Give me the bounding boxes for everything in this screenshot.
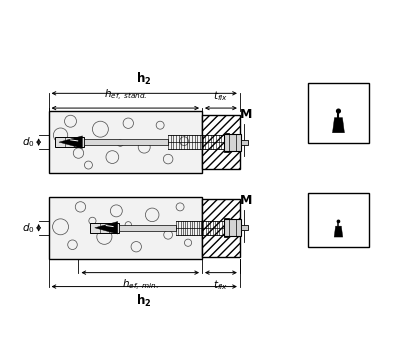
Circle shape (336, 109, 341, 114)
Bar (224, 133, 229, 152)
Bar (54, 137, 84, 147)
Bar (241, 225, 248, 230)
Text: max.: max. (322, 88, 355, 101)
Text: M: M (240, 108, 252, 121)
Circle shape (336, 219, 340, 223)
Polygon shape (332, 118, 344, 133)
Text: $t_{fix}$: $t_{fix}$ (214, 278, 228, 291)
Text: $\mathbf{h_2}$: $\mathbf{h_2}$ (136, 71, 152, 87)
Bar (90, 223, 119, 233)
Bar (202, 115, 240, 169)
Bar (224, 219, 241, 236)
Bar (119, 225, 176, 230)
Bar (308, 193, 369, 247)
Polygon shape (95, 222, 118, 234)
Text: min.: min. (324, 198, 353, 211)
Polygon shape (334, 226, 343, 237)
Bar (224, 134, 241, 151)
Text: $h_{ef,\ min.}$: $h_{ef,\ min.}$ (122, 278, 159, 293)
Bar (308, 83, 369, 143)
Polygon shape (59, 136, 82, 148)
Bar (241, 140, 248, 144)
Text: $d_0$: $d_0$ (22, 135, 35, 149)
Text: $d_0$: $d_0$ (22, 221, 35, 235)
Text: M: M (240, 194, 252, 207)
Text: $h_{ef,\ stand.}$: $h_{ef,\ stand.}$ (104, 88, 147, 103)
Text: $\mathbf{h_2}$: $\mathbf{h_2}$ (136, 293, 152, 308)
Bar (202, 199, 240, 257)
Text: $t_{fix}$: $t_{fix}$ (214, 89, 228, 103)
Bar (84, 140, 168, 145)
Bar (224, 218, 229, 237)
Bar (48, 111, 202, 173)
Bar (48, 197, 202, 259)
